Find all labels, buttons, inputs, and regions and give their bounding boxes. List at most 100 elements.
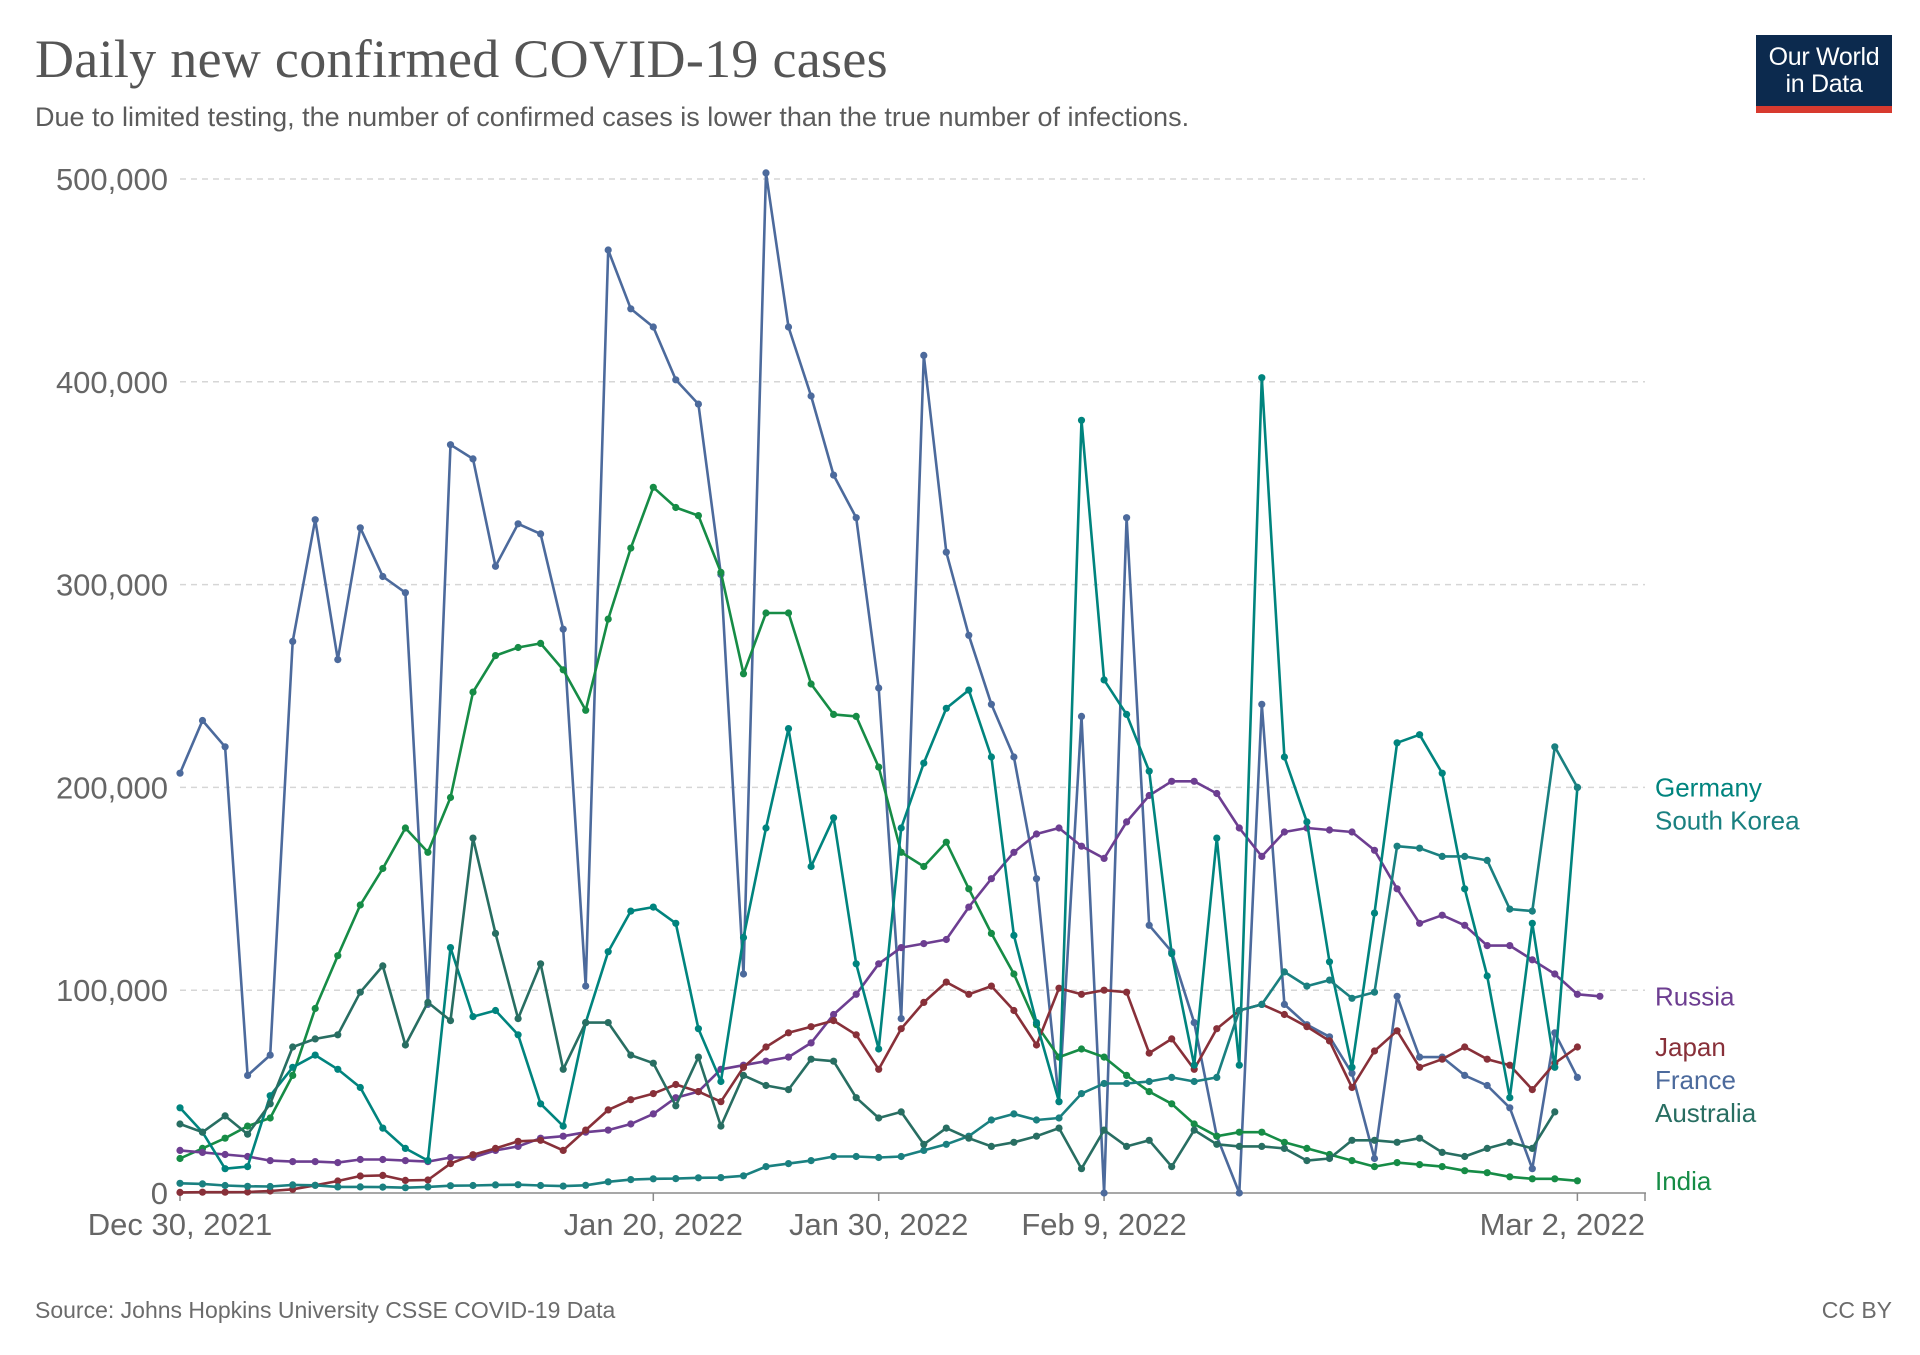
germany-point [1123, 710, 1131, 719]
x-tick-label: Jan 20, 2022 [564, 1207, 743, 1242]
australia-point [1528, 1144, 1536, 1152]
france-point [582, 982, 590, 990]
france-point [739, 970, 748, 978]
south-korea-point [334, 1183, 342, 1191]
germany-point [694, 1025, 703, 1033]
france-point [514, 520, 522, 528]
india-point [1438, 1163, 1446, 1171]
australia-point [1213, 1140, 1221, 1148]
russia-point [1551, 970, 1559, 978]
south-korea-point [672, 1175, 680, 1183]
japan-point [1573, 1043, 1581, 1051]
x-tick-label: Feb 9, 2022 [1021, 1207, 1186, 1242]
germany-point [852, 960, 860, 968]
japan-point [1010, 1006, 1018, 1015]
y-tick-label: 400,000 [56, 365, 168, 400]
australia-point [1416, 1134, 1424, 1142]
india-point [649, 483, 657, 491]
russia-point [1100, 854, 1108, 863]
australia-point [762, 1081, 770, 1090]
france-point [1528, 1165, 1536, 1173]
australia-point [1438, 1148, 1446, 1156]
india-point [1348, 1157, 1356, 1165]
japan-point [1145, 1049, 1153, 1057]
germany-point [649, 903, 657, 911]
russia-point [784, 1053, 793, 1061]
y-tick-label: 200,000 [56, 770, 168, 805]
south-korea-point [1438, 852, 1446, 861]
south-korea-point [221, 1181, 229, 1190]
india-point [987, 929, 996, 938]
russia-point [266, 1157, 274, 1165]
india-point [784, 609, 793, 617]
germany-point [875, 1045, 883, 1053]
russia-point [762, 1057, 770, 1065]
line-chart: 0 100,000 200,000 300,000 400,000 500,000 Dec… [56, 162, 1800, 1242]
germany-point [356, 1083, 364, 1092]
japan-point [1325, 1037, 1334, 1045]
australia-point [1280, 1144, 1288, 1152]
owid-logo[interactable]: Our World in Data [1756, 35, 1892, 113]
russia-point [289, 1158, 297, 1166]
germany-point [446, 944, 455, 952]
australia-point [1325, 1154, 1334, 1163]
south-korea-point [1325, 976, 1334, 984]
germany-point [1348, 1063, 1356, 1071]
south-korea-point [1483, 856, 1491, 865]
india-point [1461, 1167, 1469, 1175]
india-point [807, 680, 815, 688]
australia-point [491, 929, 500, 938]
france-point [559, 625, 567, 633]
france-point [604, 246, 612, 254]
germany-point [1325, 958, 1334, 966]
germany-point [830, 814, 838, 822]
india-point [469, 688, 477, 696]
south-korea-point [717, 1174, 725, 1182]
france-point [852, 514, 860, 522]
x-tick-label: Jan 30, 2022 [789, 1207, 968, 1242]
india-point [627, 544, 635, 552]
france-point [244, 1071, 252, 1079]
south-korea-point [1573, 783, 1581, 792]
japan-point [875, 1065, 883, 1073]
france-point [1461, 1071, 1469, 1079]
india-point [1506, 1173, 1514, 1181]
japan-point [559, 1146, 567, 1154]
france-point [176, 769, 184, 777]
australia-point [379, 962, 387, 970]
japan-point [1077, 990, 1086, 998]
germany-point [334, 1065, 342, 1073]
india-point [1280, 1138, 1288, 1146]
france-point [965, 631, 973, 639]
india-point [604, 615, 612, 623]
japan-point [1303, 1023, 1311, 1031]
france-point [1190, 1019, 1198, 1027]
japan-point [897, 1025, 905, 1033]
license-link[interactable]: CC BY [1821, 1297, 1892, 1323]
australia-point [830, 1057, 838, 1065]
germany-point [807, 862, 815, 871]
australia-point [1483, 1144, 1491, 1152]
germany-point [717, 1077, 725, 1086]
india-point [1258, 1128, 1266, 1136]
germany-point [1416, 731, 1424, 739]
germany-point [491, 1006, 500, 1015]
south-korea-point [1258, 1000, 1266, 1009]
india-point [830, 710, 838, 719]
south-korea-point [1145, 1077, 1153, 1086]
france-point [537, 530, 545, 538]
australia-point [446, 1017, 455, 1025]
south-korea-point [1100, 1079, 1108, 1088]
germany-point [401, 1144, 409, 1152]
india-point [942, 838, 950, 846]
australia-point [1100, 1126, 1108, 1134]
france-point [334, 656, 342, 664]
france-point [289, 637, 297, 646]
japan-point [537, 1136, 545, 1144]
south-korea-point [424, 1183, 432, 1191]
australia-label: Australia [1655, 1098, 1757, 1128]
russia-point [1213, 789, 1221, 798]
x-tick-label: Dec 30, 2021 [88, 1207, 272, 1242]
australia-point [1055, 1124, 1063, 1132]
